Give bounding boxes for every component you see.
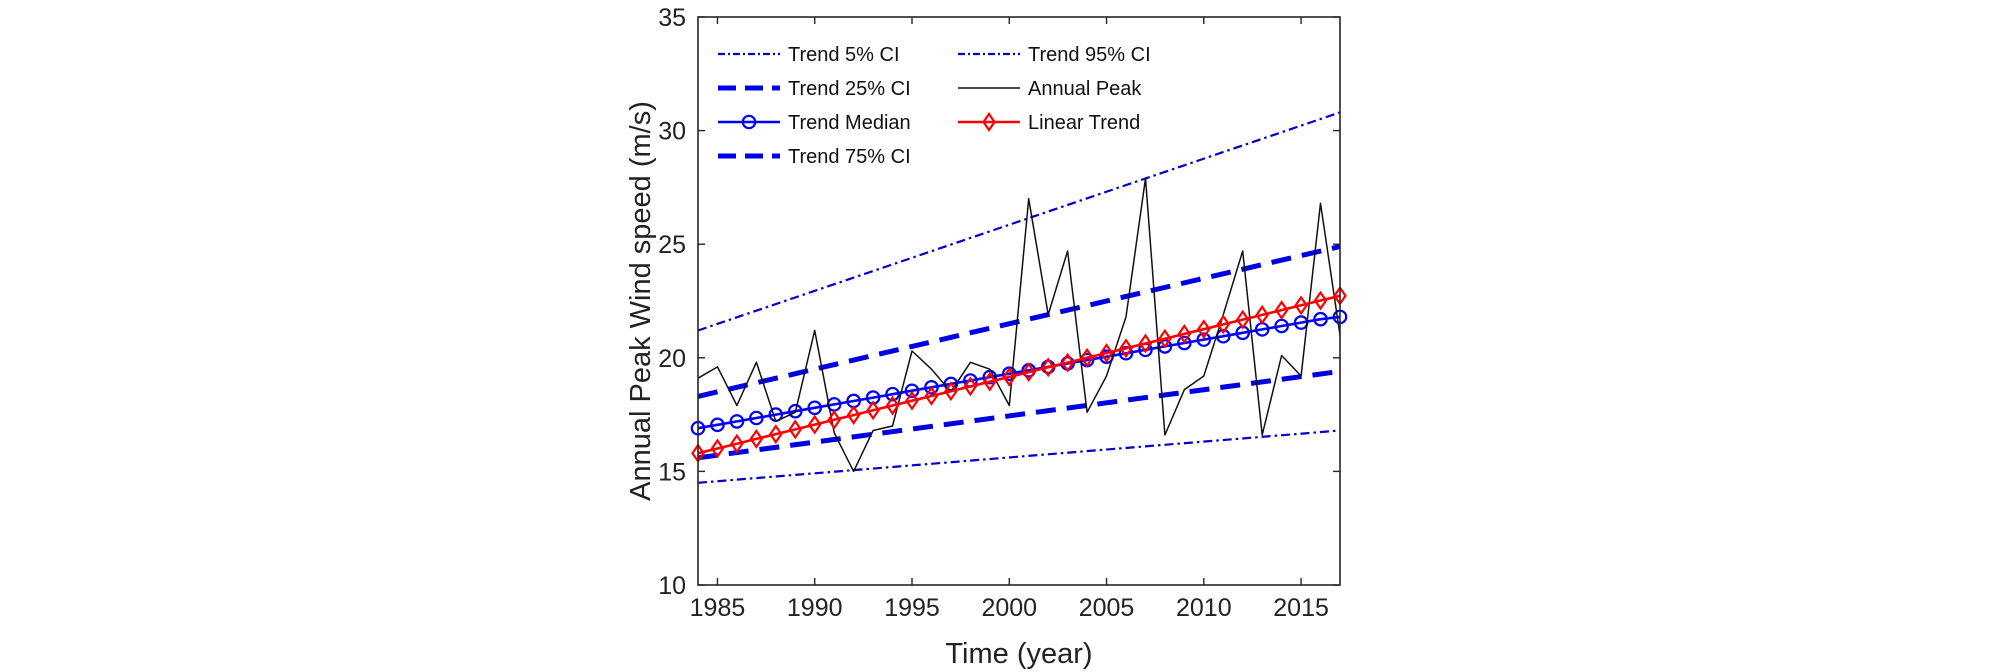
marker-diamond (710, 438, 725, 459)
series-line-linear-trend (697, 294, 1341, 455)
legend-label: Trend Median (788, 112, 911, 134)
y-tick-label: 20 (658, 345, 686, 373)
legend-item-trend-75pct-ci: Trend 75% CI (718, 146, 911, 168)
marker-diamond (1196, 319, 1211, 340)
series-line-annual-peak (697, 177, 1341, 473)
series-linear-trend (691, 285, 1347, 464)
marker-diamond (1060, 352, 1075, 373)
marker-diamond (1138, 333, 1153, 354)
tick-layer: 1985 1990 1995 2000 2005 2010 2015 10 15 20 25 30 35 (658, 4, 1340, 622)
legend-item-annual-peak: Annual Peak (958, 78, 1142, 100)
legend-marker-diamond (982, 112, 996, 132)
legend: Trend 5% CI Trend 95% CI Trend 25% CI Annua… (718, 44, 1151, 168)
y-tick-label: 10 (658, 572, 686, 600)
legend-label: Trend 75% CI (788, 146, 911, 168)
marker-circle (749, 410, 764, 426)
marker-diamond (963, 376, 978, 397)
series-layer (690, 111, 1348, 484)
x-tick-label: 2010 (1176, 594, 1232, 622)
series-annual-peak (697, 177, 1341, 473)
marker-diamond (982, 371, 997, 392)
legend-label: Trend 5% CI (788, 44, 900, 66)
marker-circle (729, 414, 745, 429)
marker-diamond (1021, 362, 1036, 383)
marker-diamond (1294, 295, 1308, 316)
legend-label: Trend 95% CI (1028, 44, 1151, 66)
marker-circle (1196, 332, 1212, 347)
marker-diamond (944, 381, 958, 402)
marker-circle (1313, 311, 1328, 327)
x-tick-label: 1990 (787, 594, 843, 622)
marker-diamond (1002, 366, 1017, 387)
marker-diamond (1099, 343, 1114, 363)
marker-diamond (827, 409, 842, 430)
marker-diamond (730, 433, 744, 454)
marker-diamond (1041, 357, 1056, 378)
y-tick-label: 35 (658, 4, 686, 32)
marker-circle (904, 383, 920, 399)
marker-circle (982, 369, 998, 385)
legend-marker-circle (741, 114, 757, 130)
legend-item-trend-95pct-ci: Trend 95% CI (958, 44, 1151, 66)
legend-item-trend-5pct-ci: Trend 5% CI (718, 44, 900, 66)
series-trend-95pct-ci (697, 111, 1341, 332)
marker-diamond (768, 424, 783, 445)
x-tick-label: 1995 (884, 594, 940, 622)
marker-circle (710, 417, 725, 433)
legend-item-trend-25pct-ci: Trend 25% CI (718, 78, 911, 100)
legend-item-linear-trend: Linear Trend (958, 112, 1140, 134)
marker-diamond (924, 386, 939, 406)
marker-circle (1177, 335, 1192, 351)
series-trend-median (690, 309, 1348, 436)
series-line-trend-95pct-ci (697, 111, 1341, 332)
marker-diamond (1216, 314, 1231, 335)
marker-diamond (1255, 304, 1270, 325)
marker-diamond (807, 414, 822, 435)
x-axis-label: Time (year) (945, 638, 1092, 670)
y-tick-label: 30 (658, 118, 686, 146)
legend-label: Trend 25% CI (788, 78, 911, 100)
marker-diamond (905, 390, 919, 411)
marker-diamond (1313, 290, 1328, 311)
marker-diamond (1235, 309, 1250, 330)
series-line-trend-25pct-ci (697, 368, 1341, 461)
marker-diamond (885, 395, 900, 416)
y-axis-label: Annual Peak Wind speed (m/s) (625, 101, 657, 501)
x-tick-label: 1985 (690, 594, 746, 622)
marker-diamond (788, 419, 803, 440)
legend-label: Annual Peak (1028, 78, 1142, 100)
y-tick-label: 25 (658, 231, 686, 259)
marker-diamond (1119, 338, 1133, 359)
marker-diamond (749, 428, 764, 449)
marker-diamond (846, 405, 861, 425)
legend-label: Linear Trend (1028, 112, 1140, 134)
y-tick-label: 15 (658, 458, 686, 486)
x-tick-label: 2015 (1273, 594, 1329, 622)
x-tick-label: 2000 (981, 594, 1037, 622)
marker-diamond (1080, 347, 1094, 368)
legend-item-trend-median: Trend Median (718, 112, 911, 134)
marker-diamond (866, 400, 880, 421)
series-line-trend-median (697, 315, 1341, 430)
series-trend-25pct-ci (697, 368, 1341, 461)
marker-diamond (1177, 324, 1192, 344)
marker-circle (885, 386, 900, 402)
marker-circle (924, 380, 939, 395)
marker-diamond (1158, 328, 1172, 349)
plot-frame (697, 16, 1341, 586)
marker-circle (787, 403, 803, 419)
marker-diamond (1274, 300, 1289, 321)
marker-circle (807, 400, 823, 416)
x-tick-label: 2005 (1079, 594, 1135, 622)
